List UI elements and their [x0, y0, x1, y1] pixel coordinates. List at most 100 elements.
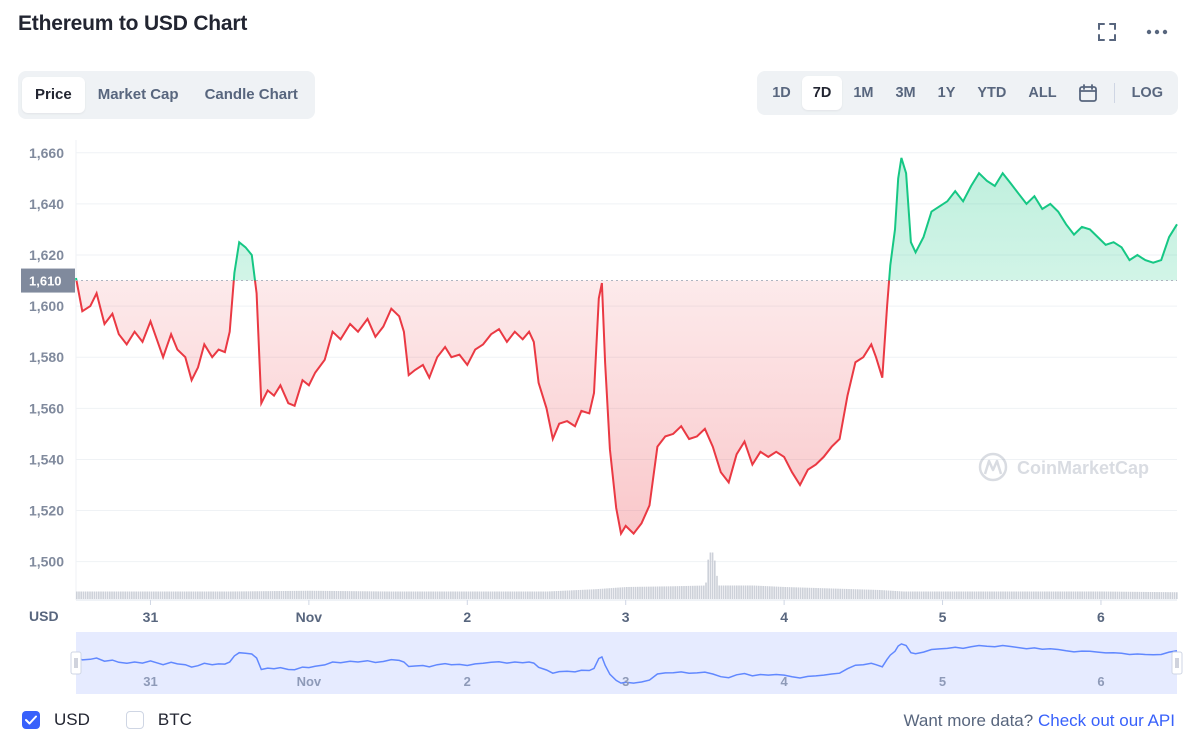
volume-bar: [289, 590, 291, 599]
legend-usd-toggle[interactable]: USD: [22, 710, 90, 730]
volume-bar: [106, 591, 109, 599]
volume-bar: [388, 591, 390, 599]
volume-bar: [1134, 591, 1136, 599]
volume-bar: [128, 591, 131, 599]
volume-bar: [340, 591, 342, 599]
toolbar-divider: [1113, 83, 1115, 103]
volume-bar: [848, 589, 850, 599]
volume-bar: [212, 591, 214, 599]
volume-bar: [881, 590, 883, 599]
volume-bar: [368, 591, 371, 599]
volume-bar: [80, 591, 82, 599]
volume-bar: [447, 591, 450, 599]
volume-bar: [758, 585, 760, 599]
volume-bar: [333, 590, 335, 599]
volume-bar: [762, 585, 764, 599]
range-ytd-button[interactable]: YTD: [977, 85, 1007, 101]
volume-bar: [93, 591, 96, 599]
volume-bar: [1160, 592, 1163, 599]
volume-bar: [104, 591, 107, 599]
volume-bar: [267, 591, 269, 599]
volume-bar: [854, 589, 857, 599]
x-tick-label: 2: [463, 609, 471, 625]
api-link[interactable]: Check out our API: [1037, 711, 1175, 730]
tab-price[interactable]: Price: [22, 77, 85, 113]
range-1d-button[interactable]: 1D: [772, 85, 791, 101]
navigator-right-handle[interactable]: [1171, 651, 1183, 675]
volume-bar: [1176, 592, 1178, 599]
navigator-tick-label: 31: [143, 674, 157, 689]
volume-bar: [221, 591, 223, 599]
volume-bar: [1057, 591, 1059, 599]
volume-bar: [597, 589, 599, 599]
volume-bar: [373, 591, 375, 599]
tab-market-cap[interactable]: Market Cap: [97, 86, 179, 103]
volume-bar: [1081, 591, 1083, 599]
volume-bar: [826, 588, 828, 599]
volume-bar: [434, 591, 437, 599]
volume-bar: [406, 591, 408, 599]
checkbox-unchecked[interactable]: [125, 711, 144, 729]
volume-bar: [879, 589, 881, 599]
volume-bar: [1136, 591, 1138, 599]
volume-bar: [755, 585, 758, 599]
coinmarketcap-watermark: CoinMarketCap: [978, 452, 1149, 482]
volume-bar: [775, 586, 778, 599]
volume-bar: [936, 591, 938, 599]
volume-bar: [683, 586, 685, 599]
calendar-icon[interactable]: [1068, 76, 1108, 110]
volume-bar: [397, 591, 399, 599]
volume-bar: [667, 586, 670, 599]
volume-bar: [1154, 592, 1156, 599]
volume-bar: [883, 590, 885, 599]
volume-bar: [1169, 592, 1171, 599]
volume-bar: [808, 587, 811, 599]
range-3m-button[interactable]: 3M: [895, 85, 916, 101]
range-all-button[interactable]: ALL: [1028, 85, 1057, 101]
volume-bar: [480, 591, 483, 599]
volume-bar: [1050, 591, 1053, 599]
volume-bar: [252, 591, 254, 599]
range-7d-button[interactable]: 7D: [801, 76, 843, 110]
volume-bar: [263, 591, 265, 599]
more-icon[interactable]: [1145, 20, 1169, 44]
legend-btc-toggle[interactable]: BTC: [125, 710, 192, 730]
tab-candle-chart[interactable]: Candle Chart: [204, 86, 298, 103]
area-fill-above-baseline: [76, 157, 1177, 281]
volume-bar: [1002, 591, 1004, 599]
volume-bar: [1022, 591, 1024, 599]
volume-bar: [76, 591, 78, 599]
volume-bar: [780, 586, 782, 599]
volume-bar: [714, 560, 716, 599]
volume-bar: [945, 591, 947, 599]
volume-bar: [551, 591, 553, 599]
volume-bar: [82, 591, 85, 599]
volume-bar: [872, 589, 874, 599]
volume-bar: [857, 589, 859, 599]
log-scale-button[interactable]: LOG: [1131, 85, 1163, 101]
volume-bar: [309, 590, 311, 599]
volume-bar: [861, 589, 863, 599]
range-1m-button[interactable]: 1M: [853, 85, 874, 101]
volume-bar: [912, 591, 914, 599]
navigator-left-handle[interactable]: [70, 651, 82, 675]
checkbox-checked[interactable]: [22, 711, 40, 729]
legend-btc-label: BTC: [157, 710, 192, 729]
volume-bar: [390, 591, 393, 599]
volume-bar: [399, 591, 401, 599]
volume-bar: [634, 586, 637, 599]
volume-bar: [159, 591, 162, 599]
range-navigator[interactable]: 31 Nov 2 3 4 5 6: [70, 632, 1183, 694]
volume-bar: [1149, 591, 1152, 599]
volume-bar: [643, 586, 646, 599]
volume-bar: [502, 591, 505, 599]
range-1y-button[interactable]: 1Y: [937, 85, 956, 101]
volume-bar: [874, 589, 877, 599]
volume-bar: [1052, 591, 1055, 599]
volume-bar: [815, 587, 817, 599]
volume-bar: [1011, 591, 1013, 599]
fullscreen-icon[interactable]: [1095, 20, 1119, 44]
volume-bar: [698, 585, 701, 599]
volume-bar: [797, 587, 800, 599]
baseline-price-label: 1,610: [29, 274, 62, 289]
